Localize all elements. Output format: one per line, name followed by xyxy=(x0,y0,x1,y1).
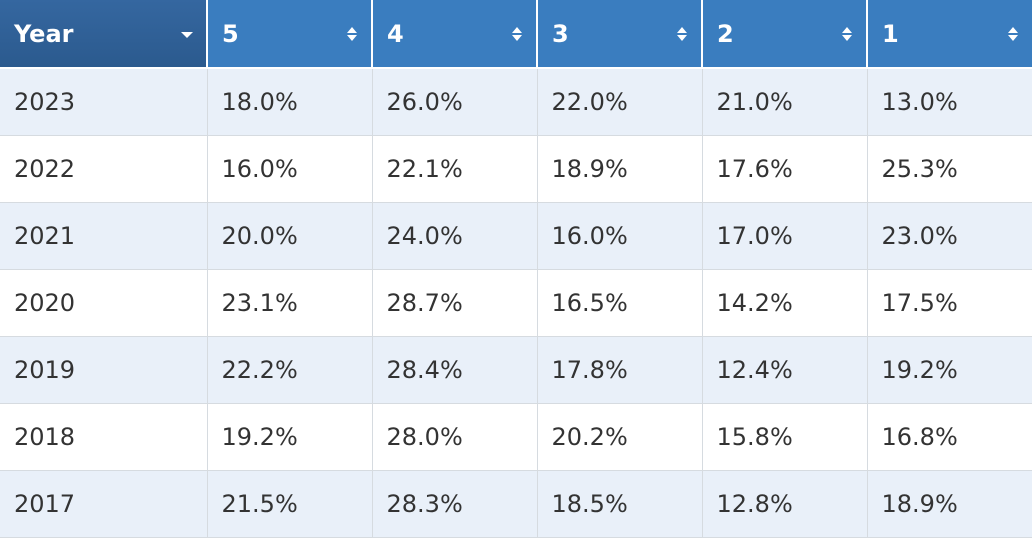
year-cell: 2023 xyxy=(0,68,208,136)
table-row: 2023 18.0% 26.0% 22.0% 21.0% 13.0% xyxy=(0,68,1032,136)
value-cell: 28.7% xyxy=(371,269,538,337)
column-header[interactable]: 3 xyxy=(536,0,702,69)
table-body: 2023 18.0% 26.0% 22.0% 21.0% 13.0% 2022 16.0% 22… xyxy=(0,68,1032,538)
table-row: 2021 20.0% 24.0% 16.0% 17.0% 23.0% xyxy=(0,202,1032,270)
value-cell: 16.5% xyxy=(536,269,703,337)
value-cell: 17.0% xyxy=(701,202,868,270)
value-cell: 17.8% xyxy=(536,336,703,404)
column-header[interactable]: 2 xyxy=(701,0,867,69)
value-cell: 12.4% xyxy=(701,336,868,404)
value-cell: 14.2% xyxy=(701,269,868,337)
sort-icon[interactable] xyxy=(345,26,359,42)
year-cell: 2019 xyxy=(0,336,208,404)
year-cell: 2022 xyxy=(0,135,208,203)
column-header[interactable]: 4 xyxy=(371,0,537,69)
header-label: 2 xyxy=(717,19,734,48)
value-cell: 18.9% xyxy=(866,470,1032,538)
value-cell: 17.5% xyxy=(866,269,1032,337)
table-row: 2018 19.2% 28.0% 20.2% 15.8% 16.8% xyxy=(0,403,1032,471)
header-label: Year xyxy=(14,19,74,48)
value-cell: 18.0% xyxy=(206,68,373,136)
column-header[interactable]: 1 xyxy=(866,0,1032,69)
value-cell: 17.6% xyxy=(701,135,868,203)
year-cell: 2021 xyxy=(0,202,208,270)
table-row: 2020 23.1% 28.7% 16.5% 14.2% 17.5% xyxy=(0,269,1032,337)
column-header[interactable]: Year xyxy=(0,0,207,69)
sort-icon[interactable] xyxy=(675,26,689,42)
column-header[interactable]: 5 xyxy=(206,0,372,69)
header-label: 5 xyxy=(222,19,239,48)
value-cell: 26.0% xyxy=(371,68,538,136)
value-cell: 23.1% xyxy=(206,269,373,337)
sort-glyph xyxy=(181,32,193,38)
table-row: 2017 21.5% 28.3% 18.5% 12.8% 18.9% xyxy=(0,470,1032,538)
value-cell: 28.4% xyxy=(371,336,538,404)
year-cell: 2018 xyxy=(0,403,208,471)
sort-glyph xyxy=(347,27,357,41)
value-cell: 28.3% xyxy=(371,470,538,538)
value-cell: 16.0% xyxy=(536,202,703,270)
value-cell: 18.9% xyxy=(536,135,703,203)
value-cell: 20.0% xyxy=(206,202,373,270)
value-cell: 15.8% xyxy=(701,403,868,471)
value-cell: 12.8% xyxy=(701,470,868,538)
value-cell: 23.0% xyxy=(866,202,1032,270)
sort-icon[interactable] xyxy=(840,26,854,42)
sort-icon[interactable] xyxy=(1006,26,1020,42)
value-cell: 21.5% xyxy=(206,470,373,538)
value-cell: 16.8% xyxy=(866,403,1032,471)
value-cell: 19.2% xyxy=(866,336,1032,404)
sort-icon[interactable] xyxy=(510,26,524,42)
value-cell: 22.0% xyxy=(536,68,703,136)
value-cell: 16.0% xyxy=(206,135,373,203)
value-cell: 22.2% xyxy=(206,336,373,404)
header-label: 3 xyxy=(552,19,569,48)
sort-glyph xyxy=(842,27,852,41)
value-cell: 28.0% xyxy=(371,403,538,471)
year-cell: 2020 xyxy=(0,269,208,337)
table-row: 2022 16.0% 22.1% 18.9% 17.6% 25.3% xyxy=(0,135,1032,203)
value-cell: 24.0% xyxy=(371,202,538,270)
value-cell: 18.5% xyxy=(536,470,703,538)
value-cell: 13.0% xyxy=(866,68,1032,136)
sort-glyph xyxy=(512,27,522,41)
value-cell: 25.3% xyxy=(866,135,1032,203)
sort-glyph xyxy=(1008,27,1018,41)
value-cell: 19.2% xyxy=(206,403,373,471)
header-label: 1 xyxy=(882,19,899,48)
year-cell: 2017 xyxy=(0,470,208,538)
value-cell: 22.1% xyxy=(371,135,538,203)
header-row: Year 5 4 3 2 1 xyxy=(0,0,1032,69)
sort-icon[interactable] xyxy=(180,26,194,42)
header-label: 4 xyxy=(387,19,404,48)
value-cell: 21.0% xyxy=(701,68,868,136)
table-row: 2019 22.2% 28.4% 17.8% 12.4% 19.2% xyxy=(0,336,1032,404)
sort-glyph xyxy=(677,27,687,41)
value-cell: 20.2% xyxy=(536,403,703,471)
